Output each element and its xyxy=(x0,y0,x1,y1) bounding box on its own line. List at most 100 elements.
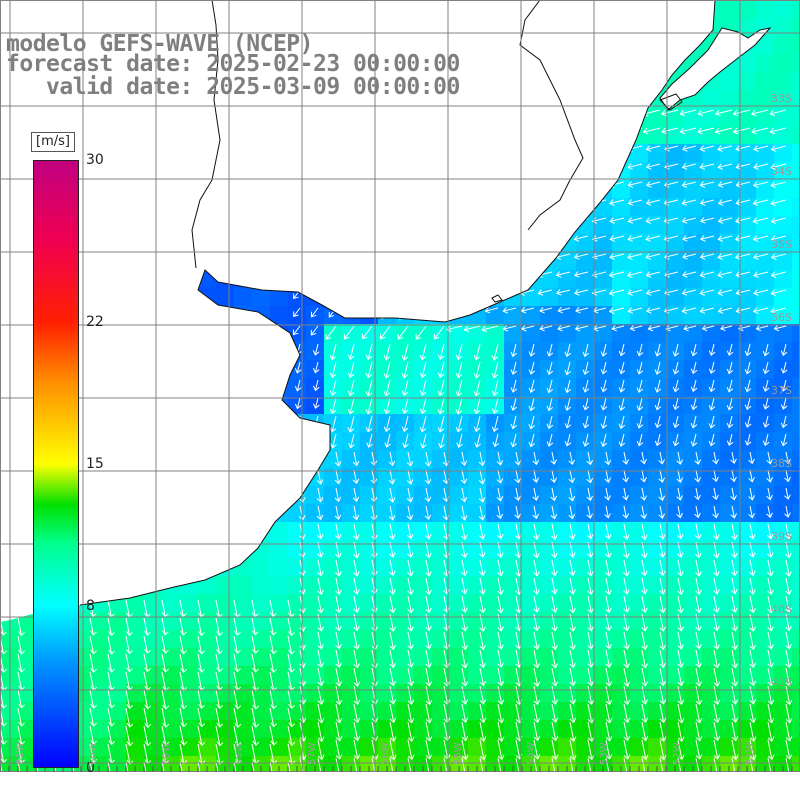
field-cell xyxy=(702,180,721,199)
field-cell xyxy=(342,666,361,685)
wind-arrow xyxy=(785,559,792,577)
colorbar-units: [m/s] xyxy=(31,132,75,152)
field-cell xyxy=(648,360,667,379)
field-cell xyxy=(792,108,800,127)
field-cell xyxy=(540,594,559,613)
field-cell xyxy=(576,504,595,523)
wind-arrow xyxy=(658,523,666,540)
wind-arrow xyxy=(770,235,787,242)
wind-arrow xyxy=(600,397,608,411)
wind-arrow xyxy=(497,595,504,614)
field-cell xyxy=(684,648,703,667)
wind-arrow xyxy=(335,739,343,760)
field-cell xyxy=(558,504,577,523)
wind-arrow xyxy=(233,743,242,765)
wind-arrow xyxy=(419,397,427,415)
field-cell xyxy=(684,576,703,595)
field-cell xyxy=(756,486,775,505)
wind-arrow xyxy=(491,361,499,379)
field-cell xyxy=(486,684,505,703)
wind-arrow xyxy=(502,306,517,314)
field-cell xyxy=(306,612,325,631)
wind-arrow xyxy=(287,743,296,765)
wind-arrow xyxy=(343,325,355,340)
field-cell xyxy=(324,360,343,379)
wind-arrow xyxy=(443,559,450,577)
field-cell xyxy=(702,612,721,631)
field-cell xyxy=(396,576,415,595)
wind-arrow xyxy=(125,689,134,710)
wind-arrow xyxy=(712,523,720,541)
wind-arrow xyxy=(627,307,643,314)
wind-arrow xyxy=(591,289,607,296)
wind-arrow xyxy=(592,235,607,242)
field-cell xyxy=(648,234,667,253)
wind-arrow xyxy=(251,725,260,746)
field-cell xyxy=(324,630,343,649)
field-cell xyxy=(792,576,800,595)
field-cell xyxy=(648,378,667,397)
field-cell xyxy=(720,396,739,415)
field-cell xyxy=(306,684,325,703)
field-cell xyxy=(666,486,685,505)
field-cell xyxy=(630,648,649,667)
field-cell xyxy=(342,486,361,505)
wind-arrow xyxy=(406,487,414,503)
wind-arrow xyxy=(352,451,360,467)
field-cell xyxy=(450,702,469,721)
wind-arrow xyxy=(659,667,667,687)
wind-arrow xyxy=(699,253,715,260)
wind-arrow xyxy=(640,487,648,501)
field-cell xyxy=(522,666,541,685)
field-cell xyxy=(342,396,361,415)
wind-arrow xyxy=(605,757,610,772)
wind-arrow xyxy=(352,469,360,485)
field-cell xyxy=(774,306,793,325)
field-cell xyxy=(774,54,793,73)
field-cell xyxy=(738,612,757,631)
wind-arrow xyxy=(353,703,361,724)
wind-arrow xyxy=(645,145,661,152)
wind-arrow xyxy=(730,451,737,465)
field-cell xyxy=(738,216,757,235)
wind-arrow xyxy=(752,307,769,314)
field-cell xyxy=(720,630,739,649)
field-cell xyxy=(378,612,397,631)
wind-arrow xyxy=(645,307,661,314)
wind-arrow xyxy=(629,324,643,332)
wind-arrow xyxy=(347,415,355,433)
wind-arrow xyxy=(335,703,343,724)
field-cell xyxy=(378,594,397,613)
field-cell xyxy=(576,252,595,271)
wind-arrow xyxy=(748,487,755,501)
wind-arrow xyxy=(473,415,481,433)
wind-arrow xyxy=(682,235,697,242)
field-cell xyxy=(558,702,577,721)
wind-arrow xyxy=(618,343,626,357)
wind-arrow xyxy=(730,487,737,501)
field-cell xyxy=(594,378,613,397)
field-cell xyxy=(324,576,343,595)
lagoon-patch xyxy=(660,28,770,110)
wind-arrow xyxy=(179,725,188,746)
field-cell xyxy=(198,738,217,757)
wind-arrow xyxy=(481,325,499,333)
wind-arrow xyxy=(179,617,187,636)
wind-arrow xyxy=(388,451,396,467)
wind-arrow xyxy=(425,703,433,724)
wind-arrow xyxy=(406,469,414,485)
wind-arrow xyxy=(592,253,607,260)
field-cell xyxy=(630,684,649,703)
field-cell xyxy=(666,180,685,199)
wind-arrow xyxy=(586,523,594,540)
wind-arrow xyxy=(681,181,697,188)
field-cell xyxy=(630,432,649,451)
field-cell xyxy=(504,306,523,325)
wind-arrow xyxy=(749,559,756,577)
field-cell xyxy=(702,144,721,163)
field-cell xyxy=(684,378,703,397)
wind-arrow xyxy=(683,324,697,332)
wind-arrow xyxy=(731,649,739,669)
wind-arrow xyxy=(17,725,26,746)
field-cell xyxy=(504,666,523,685)
